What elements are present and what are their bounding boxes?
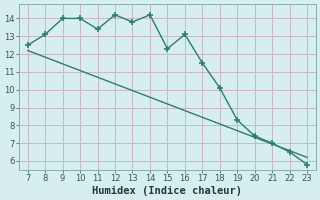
X-axis label: Humidex (Indice chaleur): Humidex (Indice chaleur) [92, 186, 242, 196]
